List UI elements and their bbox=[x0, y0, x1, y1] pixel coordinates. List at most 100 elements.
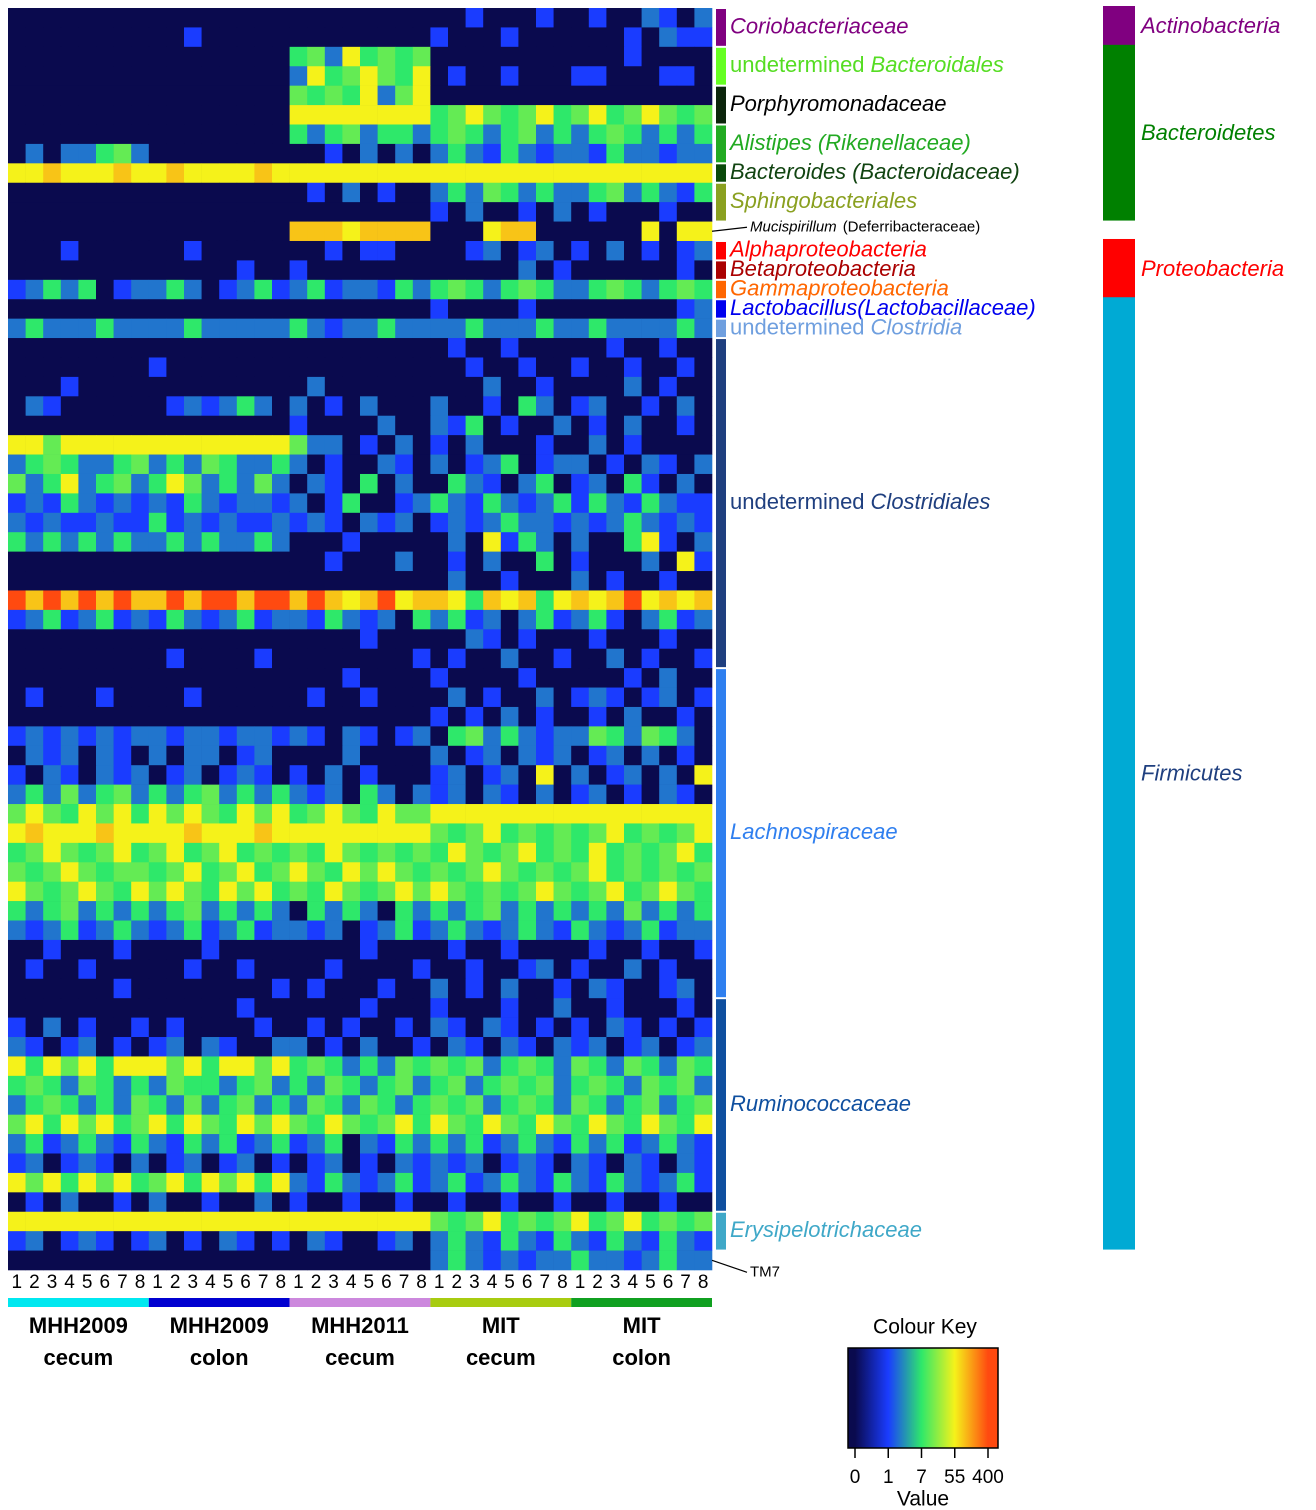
heatmap-cell bbox=[307, 551, 326, 572]
heatmap-cell bbox=[324, 998, 343, 1018]
heatmap-cell bbox=[588, 706, 607, 727]
heatmap-cell bbox=[184, 454, 202, 475]
heatmap-cell bbox=[60, 66, 79, 86]
heatmap-cell bbox=[641, 706, 660, 727]
heatmap-cell bbox=[254, 221, 273, 242]
heatmap-cell bbox=[624, 435, 642, 455]
heatmap-cell bbox=[553, 726, 572, 747]
heatmap-cell bbox=[166, 396, 185, 417]
heatmap-cell bbox=[395, 648, 414, 669]
heatmap-cell bbox=[465, 823, 484, 844]
heatmap-cell bbox=[272, 8, 290, 28]
heatmap-cell bbox=[166, 609, 185, 630]
heatmap-cell bbox=[43, 978, 62, 999]
heatmap-cell bbox=[395, 959, 414, 980]
heatmap-cell bbox=[324, 1037, 343, 1057]
heatmap-cell bbox=[289, 376, 308, 397]
heatmap-cell bbox=[553, 435, 572, 455]
heatmap-cell bbox=[43, 648, 62, 669]
heatmap-cell bbox=[377, 629, 396, 650]
heatmap-cell bbox=[289, 318, 308, 339]
heatmap-cell bbox=[201, 726, 220, 747]
group-name: MIT bbox=[623, 1313, 661, 1338]
heatmap-cell bbox=[553, 959, 572, 980]
heatmap-cell bbox=[518, 221, 537, 242]
heatmap-cell bbox=[483, 823, 502, 844]
heatmap-cell bbox=[377, 1211, 396, 1232]
heatmap-cell bbox=[360, 260, 378, 281]
heatmap-cell bbox=[148, 66, 167, 86]
heatmap-cell bbox=[131, 1231, 150, 1251]
heatmap-cell bbox=[113, 85, 132, 106]
heatmap-cell bbox=[553, 8, 572, 28]
heatmap-cell bbox=[448, 1211, 466, 1232]
heatmap-cell bbox=[96, 357, 114, 378]
heatmap-cell bbox=[254, 706, 273, 727]
heatmap-cell bbox=[571, 609, 590, 630]
heatmap-cell bbox=[96, 27, 114, 48]
heatmap-cell bbox=[8, 454, 26, 475]
heatmap-cell bbox=[148, 901, 167, 921]
heatmap-cell bbox=[659, 1095, 678, 1115]
heatmap-cell bbox=[465, 629, 484, 650]
heatmap-cell bbox=[254, 1017, 273, 1038]
heatmap-cell bbox=[60, 124, 79, 145]
heatmap-cell bbox=[184, 1017, 202, 1038]
heatmap-cell bbox=[659, 124, 678, 145]
heatmap-cell bbox=[201, 435, 220, 455]
heatmap-cell bbox=[676, 609, 695, 630]
heatmap-cell bbox=[131, 823, 150, 844]
heatmap-cell bbox=[518, 8, 537, 28]
heatmap-cell bbox=[465, 1075, 484, 1096]
heatmap-cell bbox=[8, 1075, 26, 1096]
heatmap-cell bbox=[131, 46, 150, 67]
heatmap-cell bbox=[360, 202, 378, 222]
heatmap-cell bbox=[236, 1211, 255, 1232]
heatmap-cell bbox=[43, 609, 62, 630]
heatmap-cell bbox=[307, 1037, 326, 1057]
heatmap-cell bbox=[465, 415, 484, 436]
heatmap-cell bbox=[78, 901, 97, 921]
heatmap-cell bbox=[8, 648, 26, 669]
heatmap-cell bbox=[606, 1114, 625, 1135]
heatmap-cell bbox=[60, 1095, 79, 1115]
heatmap-cell bbox=[448, 27, 466, 48]
heatmap-cell bbox=[272, 745, 290, 766]
column-label: 3 bbox=[328, 1272, 339, 1293]
heatmap-cell bbox=[395, 842, 414, 863]
heatmap-cell bbox=[60, 143, 79, 164]
heatmap-cell bbox=[641, 1095, 660, 1115]
heatmap-cell bbox=[571, 1153, 590, 1174]
heatmap-cell bbox=[184, 881, 202, 902]
heatmap-cell bbox=[412, 959, 431, 980]
heatmap-cell bbox=[289, 85, 308, 106]
heatmap-cell bbox=[553, 668, 572, 688]
heatmap-cell bbox=[219, 512, 238, 533]
heatmap-cell bbox=[412, 182, 431, 203]
heatmap-cell bbox=[272, 376, 290, 397]
heatmap-cell bbox=[307, 124, 326, 145]
heatmap-cell bbox=[201, 842, 220, 863]
heatmap-cell bbox=[78, 454, 97, 475]
heatmap-cell bbox=[412, 648, 431, 669]
heatmap-cell bbox=[500, 415, 519, 436]
heatmap-cell bbox=[659, 163, 678, 184]
heatmap-cell bbox=[483, 85, 502, 106]
family-label-part: Sphingobacteriales bbox=[730, 188, 917, 213]
heatmap-cell bbox=[272, 1153, 290, 1174]
heatmap-cell bbox=[360, 687, 378, 708]
heatmap-cell bbox=[96, 376, 114, 397]
heatmap-cell bbox=[43, 881, 62, 902]
heatmap-cell bbox=[8, 842, 26, 863]
heatmap-cell bbox=[166, 27, 185, 48]
heatmap-cell bbox=[307, 8, 326, 28]
family-bar bbox=[716, 241, 726, 260]
heatmap-cell bbox=[342, 978, 361, 999]
heatmap-cell bbox=[624, 726, 642, 747]
heatmap-cell bbox=[659, 1250, 678, 1271]
heatmap-cell bbox=[624, 668, 642, 688]
heatmap-cell bbox=[78, 765, 97, 785]
heatmap-cell bbox=[166, 687, 185, 708]
heatmap-cell bbox=[659, 998, 678, 1018]
group-site: cecum bbox=[325, 1345, 395, 1370]
